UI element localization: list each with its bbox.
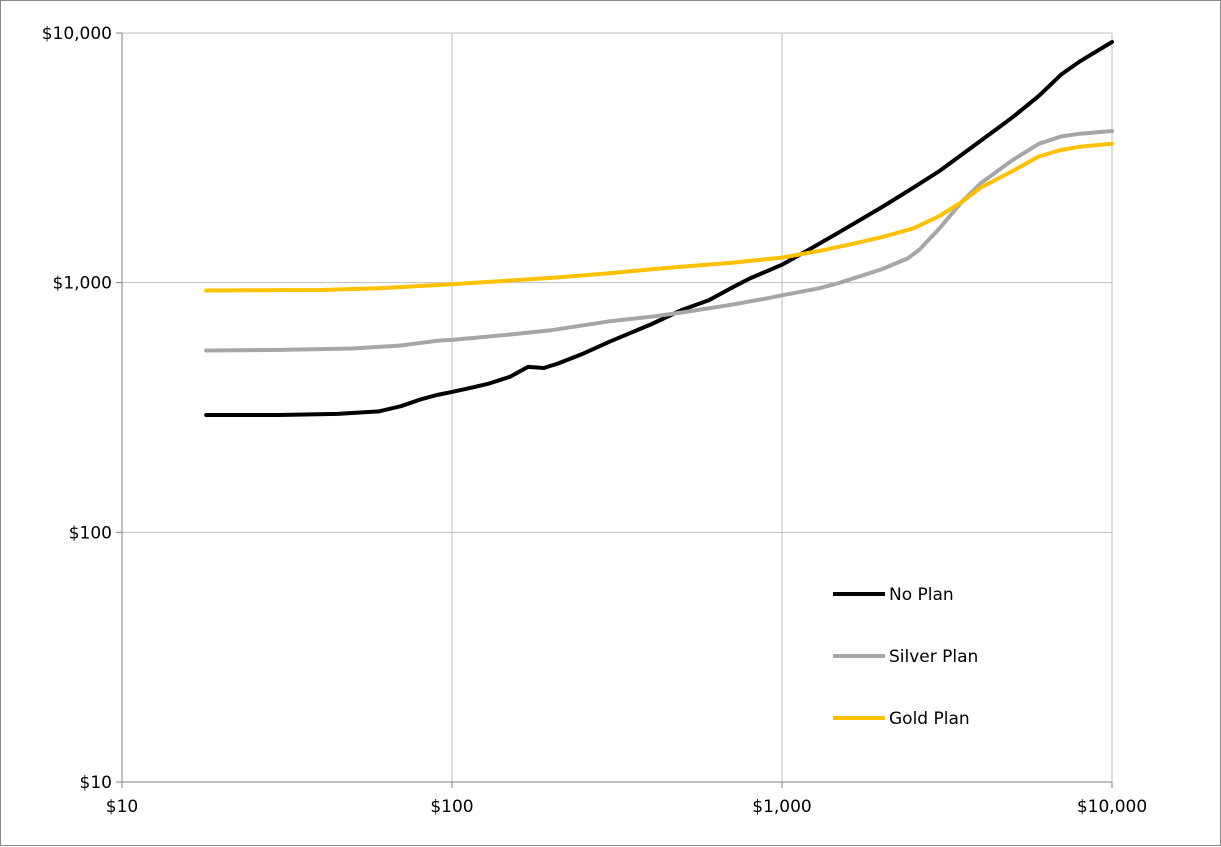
- x-tick-label: $100: [430, 797, 473, 817]
- series-lines: [204, 40, 1114, 417]
- y-tick-label: $100: [69, 523, 112, 543]
- tick-labels: $10 $100 $1,000 $10,000 $10 $100 $1,000 $10,000: [42, 24, 1147, 817]
- legend-label-gold-plan: Gold Plan: [889, 709, 970, 729]
- x-tick-label: $10: [106, 797, 138, 817]
- legend-label-no-plan: No Plan: [889, 585, 954, 605]
- x-tick-label: $1,000: [752, 797, 811, 817]
- series-line-no-plan: [204, 40, 1114, 417]
- gridlines: [122, 32, 1113, 782]
- y-tick-label: $10: [80, 773, 112, 793]
- series-line-gold-plan: [204, 141, 1114, 293]
- series-line-silver-plan: [204, 129, 1114, 353]
- y-tick-label: $1,000: [53, 274, 112, 294]
- x-tick-label: $10,000: [1077, 797, 1147, 817]
- y-tick-label: $10,000: [42, 24, 112, 44]
- legend: No Plan Silver Plan Gold Plan: [833, 585, 978, 729]
- axes: [116, 32, 1113, 788]
- legend-label-silver-plan: Silver Plan: [889, 647, 978, 667]
